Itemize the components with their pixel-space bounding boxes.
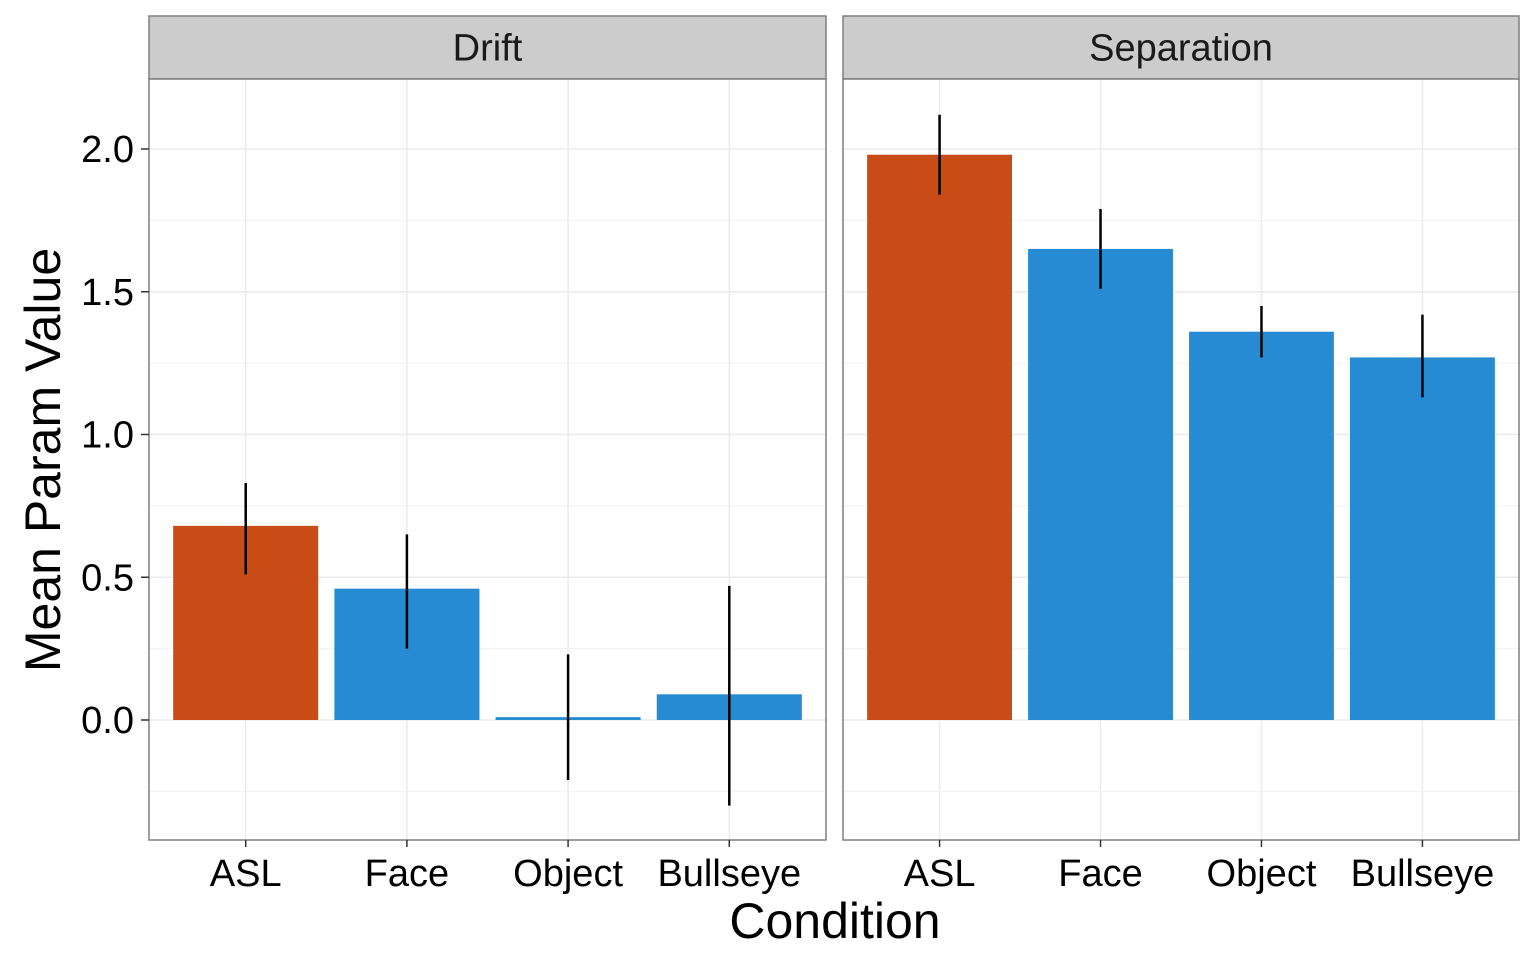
- bar-bullseye: [1350, 357, 1495, 720]
- y-tick-label: 0.5: [81, 557, 134, 599]
- x-tick-label: ASL: [904, 853, 976, 895]
- facet-strip-label: Drift: [453, 28, 523, 70]
- panel-drift: Drift ASL Face Object Bullseye: [148, 15, 827, 895]
- x-tick-label: Face: [365, 853, 449, 895]
- panel-border: [148, 78, 827, 841]
- y-tick-label: 1.5: [81, 272, 134, 314]
- x-tick-label: Bullseye: [657, 853, 801, 895]
- facet-strip: [842, 15, 1520, 80]
- bar-object: [1189, 331, 1334, 720]
- y-axis: 0.0 0.5 1.0 1.5 2.0: [81, 129, 149, 742]
- x-tick-label: Object: [513, 853, 623, 895]
- x-tick-label: Face: [1058, 853, 1142, 895]
- x-tick-label: Object: [1207, 853, 1317, 895]
- panels-layer: Drift ASL Face Object Bullseye Separation ASL F…: [148, 15, 1520, 895]
- bar-asl: [867, 154, 1012, 720]
- panel-background: [149, 79, 826, 840]
- panel-separation: Separation ASL Face Object Bullseye: [842, 15, 1520, 895]
- x-axis-title: Condition: [729, 893, 940, 949]
- facet-strip-label: Separation: [1089, 28, 1273, 70]
- bar-face: [1028, 248, 1173, 721]
- y-tick-label: 2.0: [81, 129, 134, 171]
- y-axis-title: Mean Param Value: [15, 248, 71, 672]
- x-tick-label: Bullseye: [1351, 853, 1495, 895]
- y-tick-label: 0.0: [81, 700, 134, 742]
- x-tick-label: ASL: [210, 853, 282, 895]
- panel-border: [842, 78, 1520, 841]
- facet-strip: [148, 15, 827, 80]
- y-tick-label: 1.0: [81, 415, 134, 457]
